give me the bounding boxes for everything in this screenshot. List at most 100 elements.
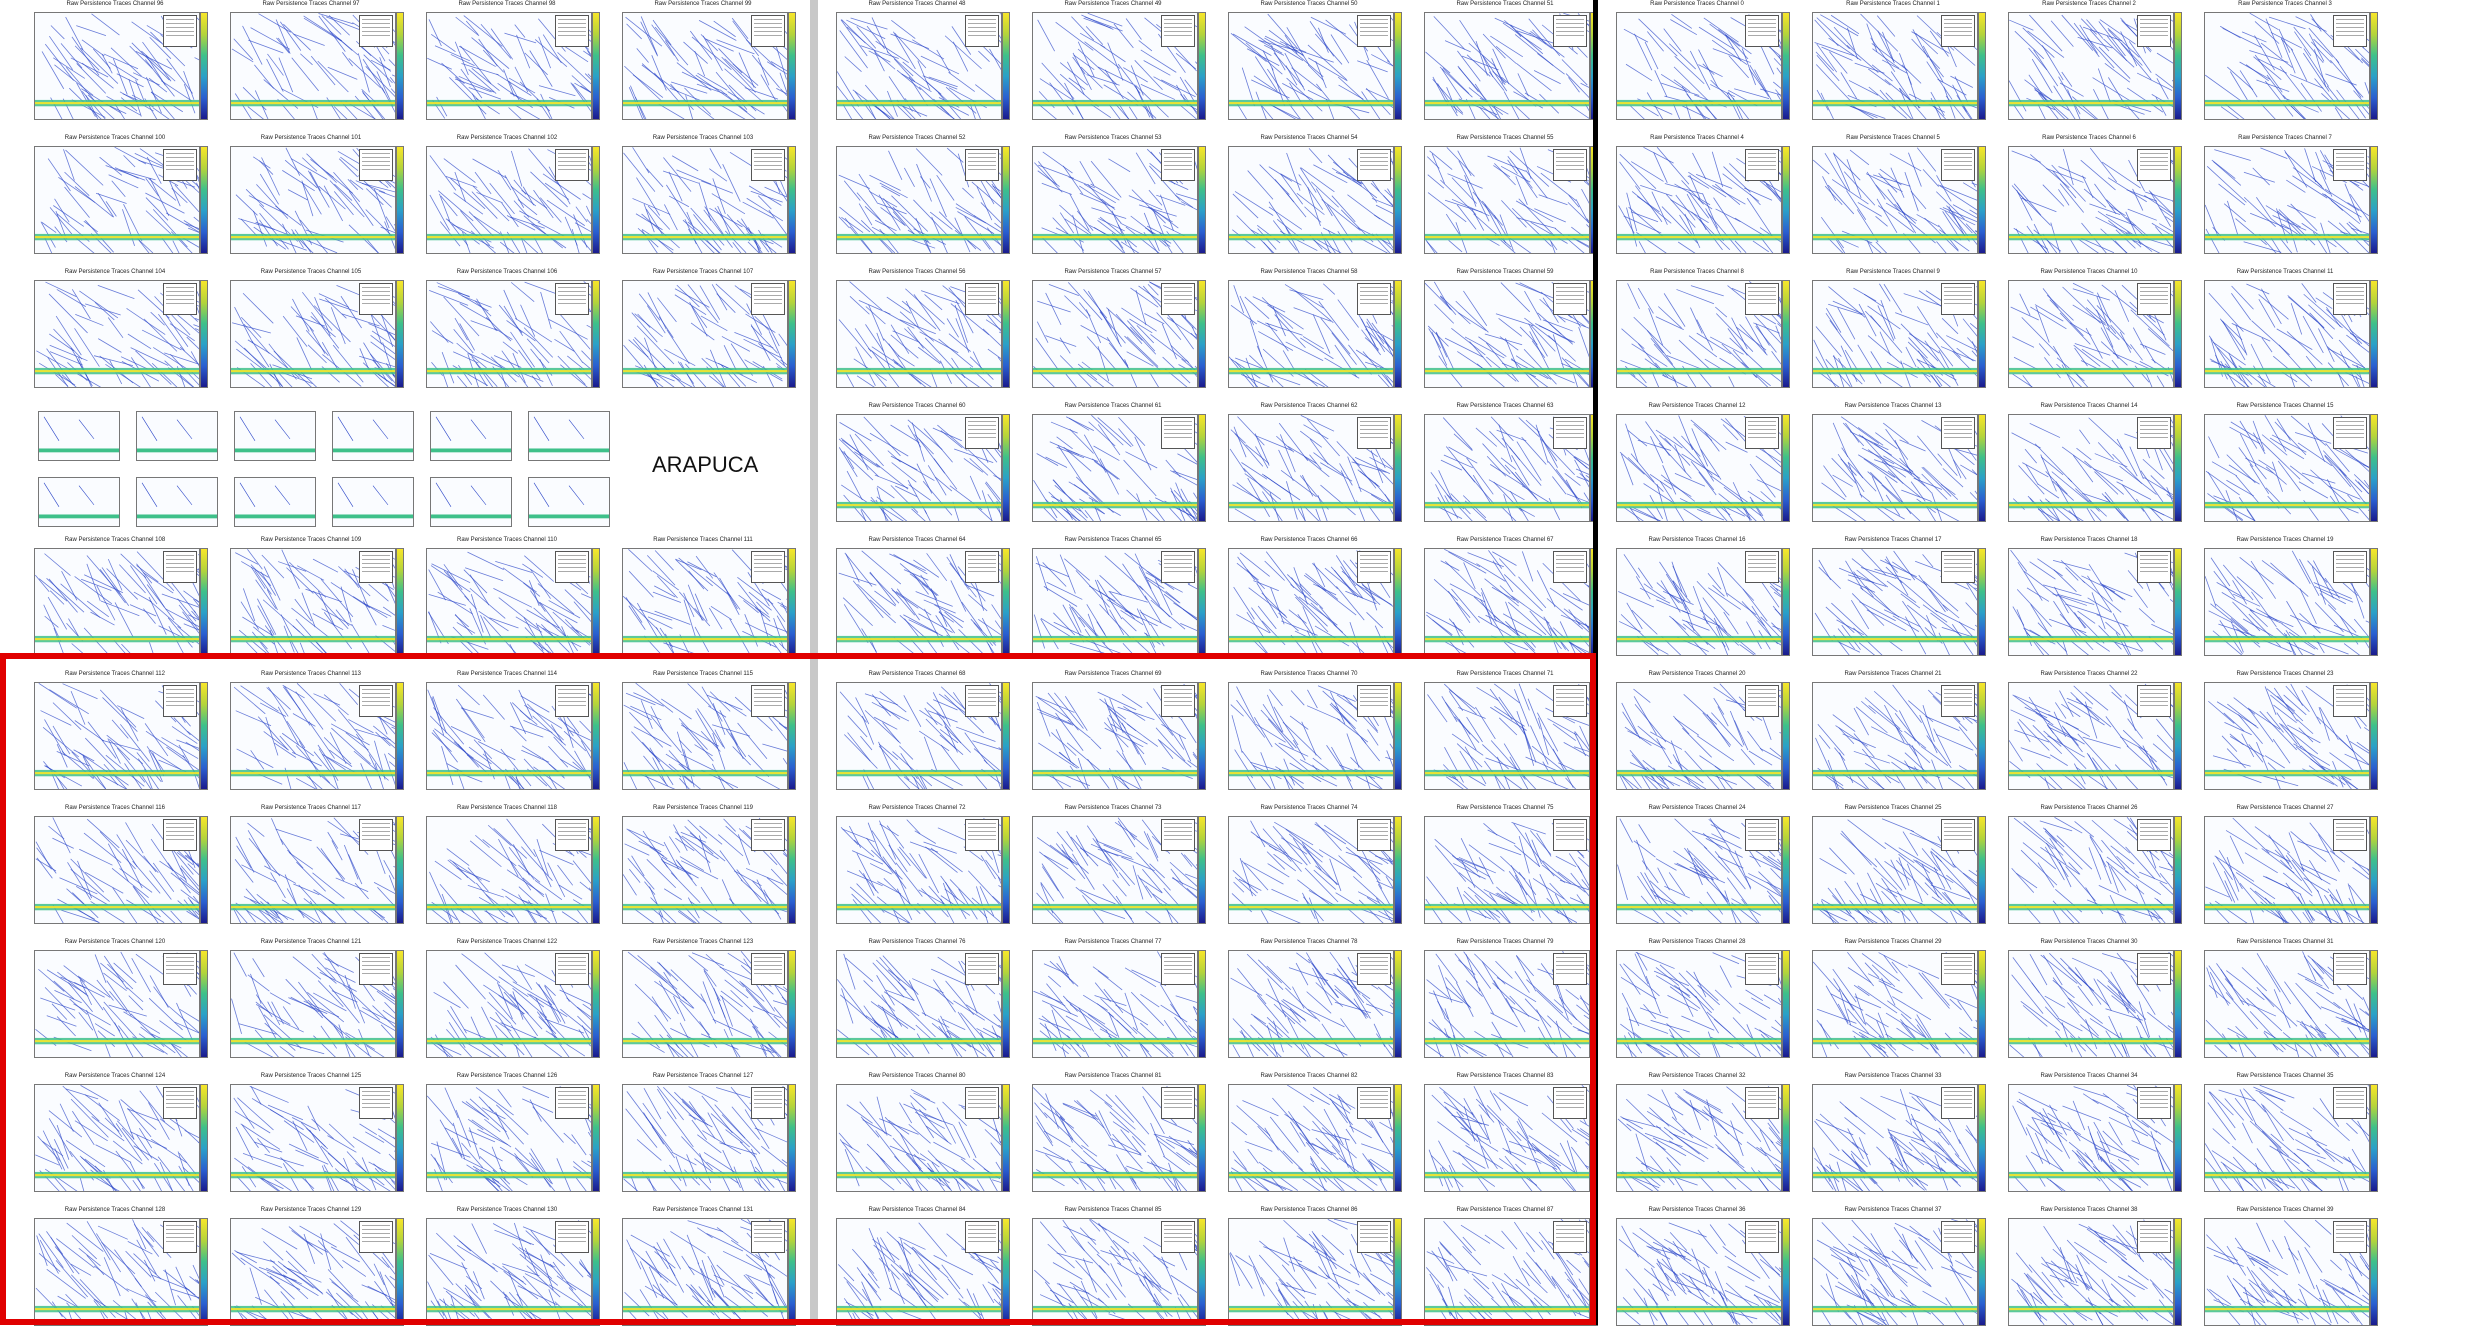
- stats-box: [2137, 1221, 2171, 1253]
- stats-box: [1745, 819, 1779, 851]
- plot-title: Raw Persistence Traces Channel 67: [1410, 537, 1600, 543]
- plot-title: Raw Persistence Traces Channel 27: [2190, 805, 2380, 811]
- plot-area: [2008, 280, 2174, 388]
- plot-area: [2204, 280, 2370, 388]
- plot-panel: Raw Persistence Traces Channel 58: [1214, 268, 1404, 398]
- plot-panel: Raw Persistence Traces Channel 31: [2190, 938, 2380, 1068]
- plot-title: Raw Persistence Traces Channel 98: [412, 1, 602, 7]
- plot-area: [1424, 146, 1590, 254]
- stats-box: [2333, 551, 2367, 583]
- plot-area: [230, 280, 396, 388]
- plot-title: Raw Persistence Traces Channel 105: [216, 269, 406, 275]
- color-scale: [396, 146, 404, 254]
- plot-area: [1032, 146, 1198, 254]
- stats-box: [1941, 1087, 1975, 1119]
- plot-area: [1424, 414, 1590, 522]
- plot-panel: Raw Persistence Traces Channel 33: [1798, 1072, 1988, 1202]
- plot-title: Raw Persistence Traces Channel 64: [822, 537, 1012, 543]
- arapuca-label: ARAPUCA: [652, 452, 758, 478]
- plot-panel: Raw Persistence Traces Channel 4: [1602, 134, 1792, 264]
- color-scale: [1394, 12, 1402, 120]
- plot-title: Raw Persistence Traces Channel 33: [1798, 1073, 1988, 1079]
- plot-panel: Raw Persistence Traces Channel 8: [1602, 268, 1792, 398]
- plot-title: Raw Persistence Traces Channel 30: [1994, 939, 2184, 945]
- plot-area: [1228, 548, 1394, 656]
- stats-box: [2137, 819, 2171, 851]
- mini-plot-panel: [132, 471, 222, 531]
- color-scale: [2174, 816, 2182, 924]
- plot-title: Raw Persistence Traces Channel 10: [1994, 269, 2184, 275]
- plot-area: [2008, 12, 2174, 120]
- stats-box: [1941, 685, 1975, 717]
- plot-title: Raw Persistence Traces Channel 52: [822, 135, 1012, 141]
- plot-area: [1616, 1084, 1782, 1192]
- color-scale: [1782, 682, 1790, 790]
- plot-area: [1812, 682, 1978, 790]
- plot-area: [1812, 816, 1978, 924]
- stats-box: [2333, 149, 2367, 181]
- plot-title: Raw Persistence Traces Channel 97: [216, 1, 406, 7]
- plot-panel: Raw Persistence Traces Channel 63: [1410, 402, 1600, 532]
- color-scale: [396, 548, 404, 656]
- color-scale: [1002, 12, 1010, 120]
- stats-box: [1745, 1221, 1779, 1253]
- plot-title: Raw Persistence Traces Channel 100: [20, 135, 210, 141]
- plot-area: [1032, 548, 1198, 656]
- plot-title: Raw Persistence Traces Channel 35: [2190, 1073, 2380, 1079]
- plot-area: [1228, 414, 1394, 522]
- color-scale: [1978, 1218, 1986, 1326]
- color-scale: [2370, 1084, 2378, 1192]
- plot-title: Raw Persistence Traces Channel 16: [1602, 537, 1792, 543]
- plot-panel: Raw Persistence Traces Channel 11: [2190, 268, 2380, 398]
- plot-title: Raw Persistence Traces Channel 8: [1602, 269, 1792, 275]
- plot-area: [1424, 12, 1590, 120]
- stats-box: [751, 551, 785, 583]
- color-scale: [1782, 950, 1790, 1058]
- stats-box: [555, 551, 589, 583]
- plot-area: [34, 280, 200, 388]
- color-scale: [1978, 682, 1986, 790]
- plot-area: [1812, 280, 1978, 388]
- color-scale: [1394, 280, 1402, 388]
- plot-title: Raw Persistence Traces Channel 18: [1994, 537, 2184, 543]
- plot-panel: Raw Persistence Traces Channel 32: [1602, 1072, 1792, 1202]
- plot-title: Raw Persistence Traces Channel 12: [1602, 403, 1792, 409]
- color-scale: [1198, 548, 1206, 656]
- stats-box: [2137, 149, 2171, 181]
- plot-panel: Raw Persistence Traces Channel 24: [1602, 804, 1792, 934]
- plot-title: Raw Persistence Traces Channel 51: [1410, 1, 1600, 7]
- plot-panel: Raw Persistence Traces Channel 51: [1410, 0, 1600, 130]
- plot-panel: Raw Persistence Traces Channel 52: [822, 134, 1012, 264]
- color-scale: [1978, 950, 1986, 1058]
- stats-box: [751, 283, 785, 315]
- plot-title: Raw Persistence Traces Channel 66: [1214, 537, 1404, 543]
- plot-panel: Raw Persistence Traces Channel 106: [412, 268, 602, 398]
- plot-title: Raw Persistence Traces Channel 104: [20, 269, 210, 275]
- color-scale: [788, 146, 796, 254]
- plot-panel: Raw Persistence Traces Channel 100: [20, 134, 210, 264]
- plot-title: Raw Persistence Traces Channel 63: [1410, 403, 1600, 409]
- stats-box: [965, 15, 999, 47]
- stats-box: [1161, 283, 1195, 315]
- plot-panel: Raw Persistence Traces Channel 67: [1410, 536, 1600, 666]
- stats-box: [163, 149, 197, 181]
- stats-box: [2333, 685, 2367, 717]
- plot-title: Raw Persistence Traces Channel 107: [608, 269, 798, 275]
- plot-panel: Raw Persistence Traces Channel 96: [20, 0, 210, 130]
- stats-box: [2137, 953, 2171, 985]
- plot-title: Raw Persistence Traces Channel 102: [412, 135, 602, 141]
- plot-panel: Raw Persistence Traces Channel 49: [1018, 0, 1208, 130]
- plot-panel: Raw Persistence Traces Channel 55: [1410, 134, 1600, 264]
- mini-plot-panel: [230, 405, 320, 465]
- plot-panel: Raw Persistence Traces Channel 16: [1602, 536, 1792, 666]
- stats-box: [1745, 551, 1779, 583]
- mini-plot-panel: [230, 471, 320, 531]
- plot-area: [1228, 280, 1394, 388]
- plot-panel: Raw Persistence Traces Channel 28: [1602, 938, 1792, 1068]
- color-scale: [2370, 146, 2378, 254]
- color-scale: [788, 548, 796, 656]
- stats-box: [1745, 953, 1779, 985]
- plot-panel: Raw Persistence Traces Channel 13: [1798, 402, 1988, 532]
- color-scale: [788, 280, 796, 388]
- stats-box: [2137, 417, 2171, 449]
